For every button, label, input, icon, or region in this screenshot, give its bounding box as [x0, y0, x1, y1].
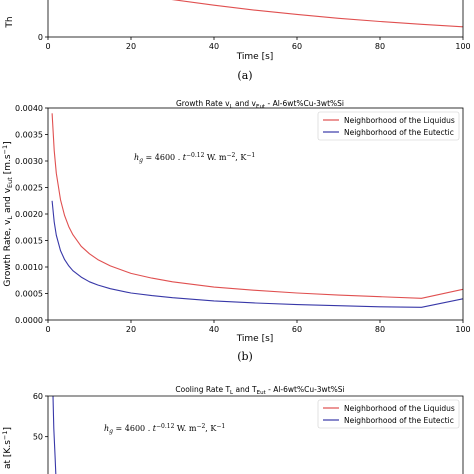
chart-b-ylabel: Growth Rate, vL and vEut [m.s−1] — [1, 141, 14, 286]
chart-c-title: Cooling Rate TL and TEut - Al-6wt%Cu-3wt… — [175, 385, 344, 396]
chart-b-legend: Neighborhood of the Liquidus Neighborhoo… — [317, 111, 460, 141]
chart-b-xtick-label: 20 — [126, 325, 136, 334]
chart-a-xtick-label: 80 — [375, 42, 385, 51]
chart-c-frame — [47, 395, 464, 474]
chart-b-xtick-label: 40 — [209, 325, 219, 334]
chart-b-series-line-1 — [51, 200, 463, 308]
chart-a-xtick-label: 20 — [126, 42, 136, 51]
chart-b-ytick-label: 0.0030 — [15, 157, 43, 166]
chart-a-xtick-label: 0 — [45, 42, 50, 51]
chart-b-title: Growth Rate vL and vEut - Al-6wt%Cu-3wt%… — [176, 99, 344, 110]
chart-b-ytick-label: 0.0025 — [15, 184, 43, 193]
chart-a-frame — [47, 0, 464, 38]
legend-label-liquidus: Neighborhood of the Liquidus — [344, 116, 455, 125]
chart-a-ylabel: Th — [5, 16, 15, 28]
chart-b-ytick-label: 0.0035 — [15, 131, 43, 140]
chart-b-series-line-0 — [51, 113, 463, 299]
chart-b-xtick-label: 100 — [455, 325, 470, 334]
chart-c-ylabel: at [K.s−1] — [1, 427, 13, 469]
chart-c-legend: Neighborhood of the Liquidus Neighborhoo… — [317, 399, 460, 429]
chart-b-ytick-label: 0.0010 — [15, 263, 43, 272]
chart-a-xtick-label: 60 — [292, 42, 302, 51]
chart-c-annotation: hg = 4600 . t−0.12 W. m−2, K−1 — [104, 423, 225, 435]
chart-b-ytick-label: 0.0005 — [15, 290, 43, 299]
chart-b-ytick-label: 0.0000 — [15, 316, 43, 325]
caption-b: (b) — [237, 350, 253, 363]
chart-b-annotation: hg = 4600 . t−0.12 W. m−2, K−1 — [134, 152, 255, 164]
chart-a-xtick-label: 40 — [209, 42, 219, 51]
chart-a-ytick-label: 0 — [38, 33, 43, 42]
legend-label-eutectic: Neighborhood of the Eutectic — [344, 128, 454, 137]
legend-label-liquidus: Neighborhood of the Liquidus — [344, 404, 455, 413]
chart-b-ytick-label: 0.0040 — [15, 104, 43, 113]
chart-b-xtick-label: 0 — [45, 325, 50, 334]
legend-label-eutectic: Neighborhood of the Eutectic — [344, 416, 454, 425]
chart-b: Growth Rate vL and vEut - Al-6wt%Cu-3wt%… — [1, 99, 471, 363]
caption-a: (a) — [237, 69, 252, 82]
chart-c-ytick-label: 50 — [33, 433, 43, 442]
chart-b-frame — [47, 107, 464, 321]
chart-b-xlabel: Time [s] — [236, 334, 274, 344]
chart-c-series-line-0 — [54, 388, 56, 392]
chart-a-xlabel: Time [s] — [236, 52, 274, 62]
chart-a-series-line-0 — [171, 0, 463, 28]
chart-b-ytick-label: 0.0020 — [15, 210, 43, 219]
chart-c-ytick-label: 60 — [33, 392, 43, 401]
chart-a-xtick-label: 100 — [455, 42, 470, 51]
chart-c-series-line-1 — [52, 396, 57, 474]
chart-b-xtick-label: 60 — [292, 325, 302, 334]
chart-b-xtick-label: 80 — [375, 325, 385, 334]
chart-b-ytick-label: 0.0015 — [15, 237, 43, 246]
chart-c: Cooling Rate TL and TEut - Al-6wt%Cu-3wt… — [1, 385, 464, 474]
